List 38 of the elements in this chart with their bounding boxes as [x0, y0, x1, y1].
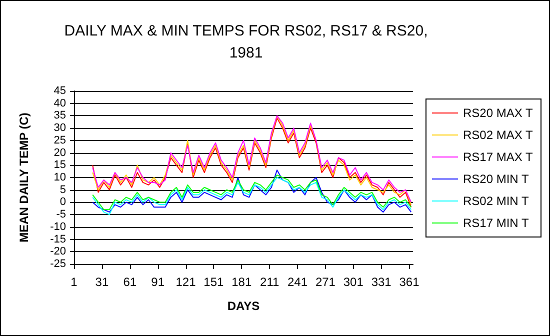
x-tick-label: 181	[232, 275, 252, 289]
legend-label: RS17 MAX T	[462, 150, 534, 164]
y-tick-label: -5	[56, 208, 66, 221]
y-tick-label: 45	[54, 85, 66, 97]
x-tick-label: 1	[70, 275, 78, 289]
y-tick-label: 0	[60, 196, 66, 208]
x-tick-label: 361	[399, 275, 420, 289]
x-tick-label: 121	[176, 275, 196, 289]
y-tick-label: 35	[54, 110, 66, 122]
line-series	[92, 177, 412, 216]
y-tick-label: -20	[50, 246, 66, 258]
y-tick-label: 40	[54, 97, 66, 110]
chart-title: DAILY MAX & MIN TEMPS FOR RS02, RS17 & RS20, 1981	[64, 22, 428, 62]
x-tick-label: 211	[260, 275, 280, 289]
x-tick-label: 91	[151, 275, 165, 289]
y-tick-label: 20	[54, 146, 66, 159]
y-axis-title: MEAN DAILY TEMP (C)	[17, 112, 31, 242]
legend-label: RS20 MAX T	[462, 106, 534, 120]
x-tick-label: 331	[371, 275, 392, 289]
legend-label: RS02 MIN T	[462, 194, 530, 208]
y-tick-label: -10	[50, 220, 66, 233]
y-tick-label: -25	[50, 258, 66, 270]
y-tick-label: 15	[54, 159, 66, 172]
y-tick-label: 25	[54, 134, 66, 146]
legend-label: RS02 MAX T	[462, 128, 534, 142]
x-tick-label: 271	[315, 275, 336, 289]
x-axis-title: DAYS	[227, 299, 260, 313]
legend-label: RS17 MIN T	[462, 216, 530, 230]
y-tick-label: -15	[50, 233, 66, 246]
legend-label: RS20 MIN T	[462, 172, 530, 186]
x-tick-label: 301	[343, 275, 364, 289]
y-tick-label: 30	[54, 122, 66, 134]
y-tick-label: 10	[54, 172, 66, 184]
x-tick-label: 241	[288, 275, 308, 289]
x-tick-label: 61	[123, 275, 137, 289]
x-tick-label: 151	[204, 275, 224, 289]
y-tick-label: 5	[60, 184, 66, 196]
x-tick-label: 31	[95, 275, 109, 289]
